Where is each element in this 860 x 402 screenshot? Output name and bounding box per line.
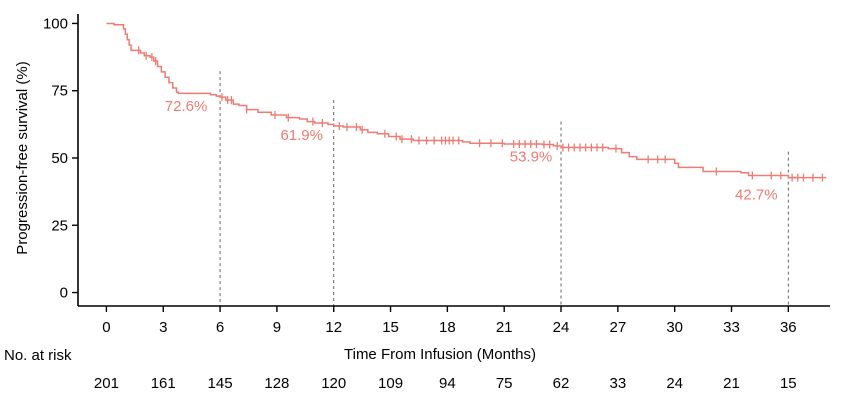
y-tick-label: 0 (60, 285, 68, 302)
x-tick-label: 3 (159, 319, 167, 336)
x-tick-label: 6 (216, 319, 224, 336)
at-risk-count: 145 (208, 375, 233, 392)
x-tick-label: 12 (325, 319, 342, 336)
y-tick-label: 75 (51, 83, 68, 100)
at-risk-count: 24 (666, 375, 683, 392)
at-risk-count: 33 (610, 375, 627, 392)
x-tick-label: 9 (273, 319, 281, 336)
y-tick-label: 100 (43, 15, 68, 32)
x-tick-label: 18 (439, 319, 456, 336)
milestone-label: 42.7% (735, 187, 778, 204)
at-risk-count: 109 (378, 375, 403, 392)
at-risk-count: 201 (94, 375, 119, 392)
y-tick-label: 25 (51, 217, 68, 234)
at-risk-count: 62 (553, 375, 570, 392)
milestone-label: 72.6% (165, 98, 208, 115)
at-risk-count: 128 (264, 375, 289, 392)
x-tick-label: 24 (553, 319, 570, 336)
at-risk-count: 94 (439, 375, 456, 392)
milestone-label: 61.9% (280, 127, 323, 144)
at-risk-count: 75 (496, 375, 513, 392)
at-risk-label: No. at risk (4, 347, 72, 364)
x-tick-label: 21 (496, 319, 513, 336)
x-axis-title: Time From Infusion (Months) (344, 346, 536, 363)
y-axis-title: Progression-free survival (%) (14, 61, 31, 254)
x-tick-label: 30 (666, 319, 683, 336)
y-ticks: 0 25 50 75 100 (43, 15, 78, 302)
marks-layer: 72.6% 61.9% 53.9% 42.7% (106, 22, 827, 306)
milestone-label: 53.9% (510, 149, 553, 166)
x-tick-label: 36 (780, 319, 797, 336)
y-tick-label: 50 (51, 150, 68, 167)
at-risk-count: 120 (321, 375, 346, 392)
x-tick-label: 33 (723, 319, 740, 336)
survival-curve (106, 22, 827, 179)
x-tick-label: 15 (382, 319, 399, 336)
at-risk-count: 161 (151, 375, 176, 392)
at-risk-row: 201 161 145 128 120 109 94 75 62 33 24 21 15 (94, 375, 797, 392)
at-risk-count: 21 (723, 375, 740, 392)
x-tick-label: 27 (610, 319, 627, 336)
at-risk-count: 15 (780, 375, 797, 392)
x-ticks: 0 3 6 9 12 15 18 21 24 27 30 33 36 (102, 306, 797, 336)
x-tick-label: 0 (102, 319, 110, 336)
